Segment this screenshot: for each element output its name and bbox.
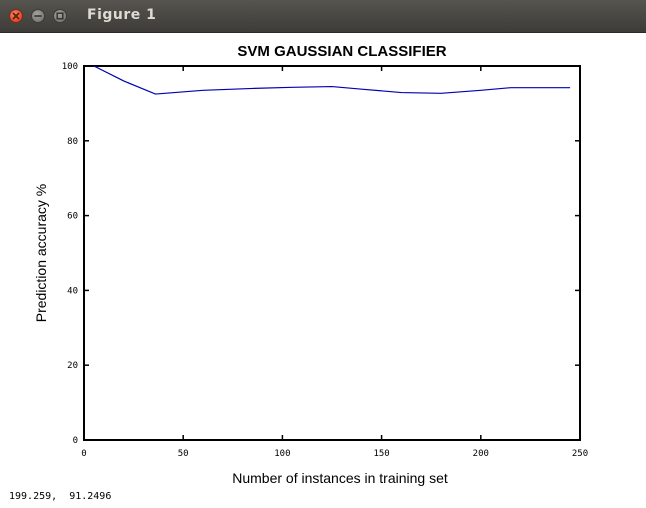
chart: 0 50 100 150 200 250 0 20 40 60 80 100 SVM GAUSSIAN … bbox=[33, 43, 588, 486]
y-tick-label: 20 bbox=[67, 361, 78, 371]
y-axis-label: Prediction accuracy % bbox=[33, 184, 49, 323]
title-bar[interactable]: Figure 1 bbox=[0, 0, 646, 33]
series-line bbox=[93, 65, 571, 95]
x-tick-label: 200 bbox=[473, 449, 489, 459]
coordinate-readout: 199.259, 91.2496 bbox=[9, 491, 112, 502]
maximize-icon[interactable] bbox=[53, 9, 67, 23]
close-icon[interactable] bbox=[9, 9, 23, 23]
window-title: Figure 1 bbox=[87, 7, 157, 23]
x-tick-label: 100 bbox=[274, 449, 290, 459]
plot-frame bbox=[83, 65, 581, 441]
x-tick-label: 150 bbox=[373, 449, 389, 459]
x-axis-label: Number of instances in training set bbox=[232, 470, 448, 486]
minimize-icon[interactable] bbox=[31, 9, 45, 23]
y-tick-label: 0 bbox=[73, 436, 78, 446]
x-tick-label: 0 bbox=[81, 449, 86, 459]
y-tick-label: 100 bbox=[62, 62, 78, 72]
chart-title: SVM GAUSSIAN CLASSIFIER bbox=[237, 43, 446, 60]
y-tick-label: 80 bbox=[67, 137, 78, 147]
figure-canvas[interactable]: 0 50 100 150 200 250 0 20 40 60 80 100 SVM GAUSSIAN … bbox=[0, 33, 646, 508]
x-tick-label: 250 bbox=[572, 449, 588, 459]
x-tick-label: 50 bbox=[178, 449, 189, 459]
y-tick-label: 60 bbox=[67, 212, 78, 222]
y-tick-label: 40 bbox=[67, 286, 78, 296]
